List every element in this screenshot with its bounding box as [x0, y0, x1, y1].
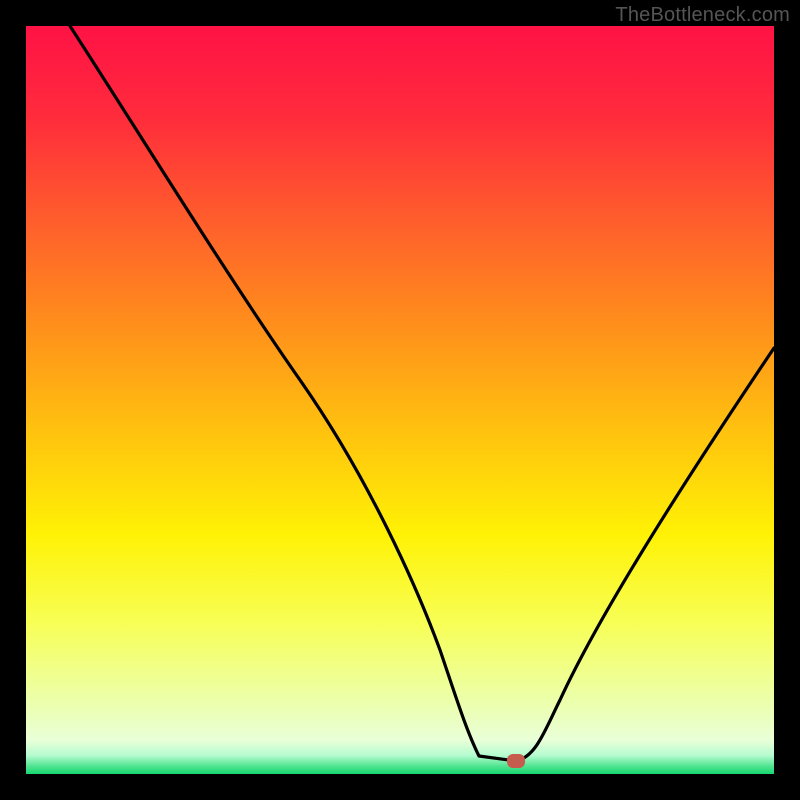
chart-frame: TheBottleneck.com: [0, 0, 800, 800]
bottleneck-chart: [0, 0, 800, 800]
chart-background-gradient: [26, 26, 774, 774]
optimal-point-marker: [507, 754, 525, 768]
watermark-text: TheBottleneck.com: [615, 4, 790, 27]
